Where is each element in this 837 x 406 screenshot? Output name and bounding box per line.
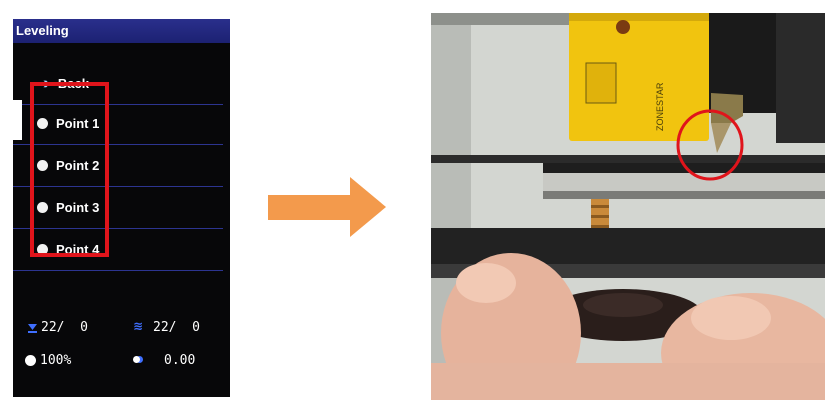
point-bullet-icon (37, 244, 48, 255)
menu-item-label: Point 3 (56, 200, 100, 215)
screen-title: Leveling (13, 19, 230, 43)
bed-temperature-icon (28, 324, 37, 333)
menu-item-point-3[interactable]: Point 3 (13, 187, 223, 229)
menu-item-label: Point 2 (56, 158, 100, 173)
photo-drawing: ZONESTAR (431, 13, 825, 400)
fan-percent-readout: 100% (40, 353, 72, 368)
printer-lcd-screen: Leveling ➔ Back Point 1 Point 2 Point 3 … (13, 19, 230, 397)
nozzle-highlight-circle (676, 109, 744, 181)
point-bullet-icon (37, 160, 48, 171)
z-offset-icon (133, 356, 140, 363)
menu-item-point-2[interactable]: Point 2 (13, 145, 223, 187)
point-bullet-icon (37, 202, 48, 213)
point-bullet-icon (37, 118, 48, 129)
menu-item-point-1[interactable]: Point 1 (13, 103, 223, 145)
bed-temp-readout: 22/ 0 (41, 320, 88, 335)
heat-temp-readout: 22/ 0 (153, 320, 200, 335)
z-offset-readout: 0.00 (164, 353, 196, 368)
heater-icon: ≋ (133, 319, 143, 333)
selection-indicator (13, 100, 22, 140)
menu-item-label: Point 1 (56, 116, 100, 131)
fan-icon (25, 355, 36, 366)
sensor-brand-label: ZONESTAR (655, 82, 665, 131)
highlight-box (30, 82, 109, 257)
nozzle-photo: ZONESTAR (431, 13, 825, 400)
